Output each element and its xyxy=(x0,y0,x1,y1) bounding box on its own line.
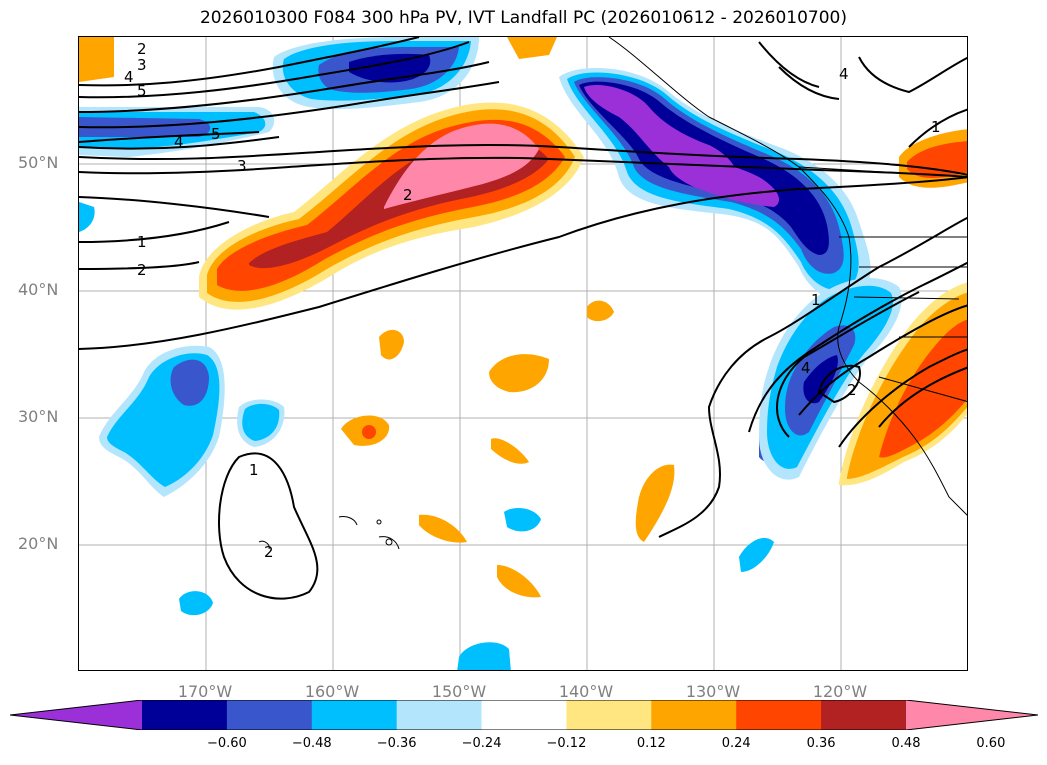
contour-label: 1 xyxy=(931,118,941,136)
lon-label: 140°W xyxy=(558,682,614,701)
colorbar-tick-label: 0.48 xyxy=(891,736,921,751)
contour-label: 5 xyxy=(211,125,221,143)
colorbar-tick-label: 0.36 xyxy=(806,736,836,751)
colorbar-swatch xyxy=(566,700,652,730)
map-canvas: 2 3 4 5 4 5 3 2 1 2 1 2 1 4 2 1 4 xyxy=(79,37,967,670)
colorbar-tick-label: −0.24 xyxy=(461,736,502,751)
colorbar-swatch xyxy=(481,700,567,730)
contour-label: 4 xyxy=(839,65,849,83)
contour-label: 4 xyxy=(124,68,134,86)
colorbar-swatch xyxy=(226,700,313,730)
lon-label: 160°W xyxy=(304,682,360,701)
map-panel: 2 3 4 5 4 5 3 2 1 2 1 2 1 4 2 1 4 xyxy=(78,36,968,671)
colorbar-tick-label: 0.12 xyxy=(636,736,666,751)
colorbar-swatch xyxy=(736,700,822,730)
contour-label: 2 xyxy=(137,40,147,58)
colorbar-tick-label: −0.36 xyxy=(376,736,417,751)
lat-label: 50°N xyxy=(18,153,59,172)
contour-label: 1 xyxy=(249,461,259,479)
negative-anomaly-north xyxy=(559,68,871,303)
negative-anomaly-california xyxy=(759,277,902,480)
colorbar-swatch xyxy=(651,700,737,730)
contour-labels: 2 3 4 5 4 5 3 2 1 2 1 2 1 4 2 1 4 xyxy=(124,40,941,561)
contour-label: 2 xyxy=(403,186,413,204)
positive-anomaly-small xyxy=(79,37,675,598)
lon-label: 150°W xyxy=(431,682,487,701)
contour-label: 1 xyxy=(137,233,147,251)
colorbar-tick-label: 0.24 xyxy=(721,736,751,751)
colorbar-segments xyxy=(10,700,1038,730)
contour-label: 3 xyxy=(237,157,247,175)
positive-anomaly-central xyxy=(199,102,584,310)
contour-label: 2 xyxy=(137,261,147,279)
contour-label: 3 xyxy=(137,56,147,74)
colorbar-tick-label: −0.12 xyxy=(546,736,587,751)
colorbar-tick-label: 0.60 xyxy=(976,736,1006,751)
lon-label: 170°W xyxy=(177,682,233,701)
contour-label: 5 xyxy=(137,82,147,100)
colorbar-swatch xyxy=(311,700,398,730)
contour-label: 4 xyxy=(801,359,811,377)
negative-anomaly-southwest xyxy=(79,202,784,670)
colorbar xyxy=(10,700,1038,730)
colorbar-swatch xyxy=(10,700,142,730)
contour-label: 4 xyxy=(174,133,184,151)
colorbar-tick-label: −0.60 xyxy=(206,736,247,751)
lon-label: 130°W xyxy=(685,682,741,701)
pv-contours xyxy=(79,37,967,600)
colorbar-swatch xyxy=(396,700,483,730)
lat-label: 20°N xyxy=(18,534,59,553)
map-title: 2026010300 F084 300 hPa PV, IVT Landfall… xyxy=(199,8,847,28)
colorbar-swatch xyxy=(821,700,907,730)
colorbar-swatch xyxy=(906,700,1038,730)
contour-label: 2 xyxy=(264,543,274,561)
colorbar-tick-label: −0.48 xyxy=(291,736,332,751)
contour-label: 1 xyxy=(811,291,821,309)
lat-label: 40°N xyxy=(18,280,59,299)
lat-label: 30°N xyxy=(18,407,59,426)
lon-label: 120°W xyxy=(812,682,868,701)
colorbar-swatch xyxy=(142,700,228,730)
contour-label: 2 xyxy=(847,381,857,399)
